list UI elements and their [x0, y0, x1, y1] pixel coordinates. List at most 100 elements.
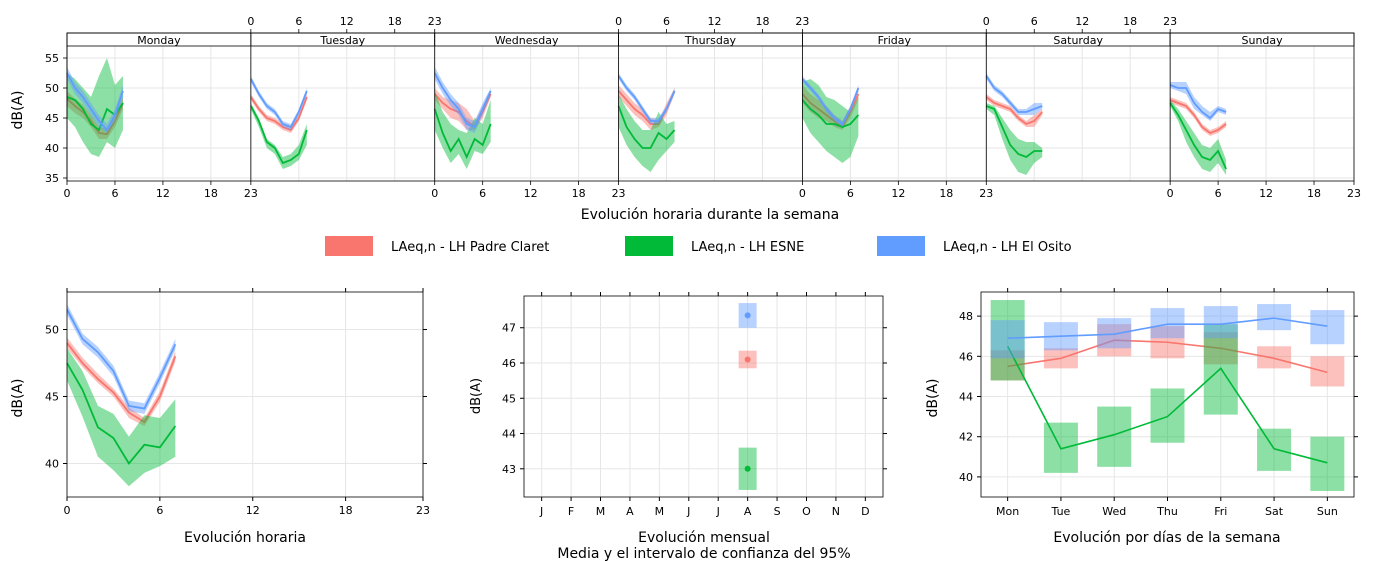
legend-swatch [625, 236, 673, 256]
month-label: J [686, 505, 690, 518]
series-line [433, 72, 492, 129]
series-line [1169, 84, 1227, 120]
x-tick-label: 6 [663, 15, 670, 28]
x-tick-label: 23 [979, 187, 993, 200]
ci-band [618, 94, 675, 172]
ci-band [1170, 82, 1227, 121]
month-label: J [716, 505, 720, 518]
series-line [1007, 317, 1328, 340]
x-tick-label: 0 [1167, 187, 1174, 200]
legend: LAeq,n - LH Padre Claret LAeq,n - LH ESNE… [325, 236, 1072, 256]
ci-band [986, 94, 1043, 127]
x-tick-label: 12 [524, 187, 538, 200]
day-label: Tue [1051, 505, 1071, 518]
mean-point [744, 356, 751, 363]
y-tick-label: 35 [45, 172, 59, 185]
ci-band [67, 58, 123, 157]
ci-band [1170, 100, 1227, 175]
hourly-panel: 0 6 12 18 23 40 45 50 [45, 288, 430, 517]
y-tick-label: 42 [959, 431, 973, 444]
top-y-axis-label: dB(A) [10, 91, 26, 130]
day-label: Thu [1156, 505, 1178, 518]
x-tick-label: 12 [1259, 187, 1273, 200]
x-tick-label: 23 [244, 187, 258, 200]
x-tick-label: 12 [156, 187, 170, 200]
ci-box [1150, 308, 1185, 339]
month-label: N [832, 505, 840, 518]
series-line [801, 99, 860, 128]
ci-band [67, 304, 176, 414]
series-line [985, 96, 1043, 126]
y-tick-label: 40 [45, 458, 59, 471]
strip-label-thursday: Thursday [684, 34, 737, 47]
legend-label: LAeq,n - LH Padre Claret [391, 240, 549, 255]
x-tick-label: 0 [799, 187, 806, 200]
legend-swatch [325, 236, 373, 256]
x-tick-label: 12 [1075, 15, 1089, 28]
x-tick-label: 18 [1307, 187, 1321, 200]
series-line [801, 78, 860, 126]
ci-band [1170, 97, 1227, 136]
series-line [1169, 102, 1227, 170]
series-line [250, 78, 308, 129]
series-line [801, 93, 860, 129]
strip-label-wednesday: Wednesday [495, 34, 559, 47]
month-label: O [802, 505, 811, 518]
day-panel-sunday: Sunday 0 6 12 18 23 [1167, 32, 1361, 200]
y-tick-label: 40 [45, 142, 59, 155]
monthly-subtitle: Media y el intervalo de confianza del 95… [557, 546, 850, 561]
x-tick-label: 0 [64, 504, 71, 517]
month-label: M [655, 505, 665, 518]
x-tick-label: 18 [572, 187, 586, 200]
month-label: A [626, 505, 634, 518]
legend-label: LAeq,n - LH El Osito [943, 240, 1072, 255]
x-tick-label: 23 [1347, 187, 1361, 200]
day-label: Wed [1102, 505, 1126, 518]
legend-swatch [877, 236, 925, 256]
series-line [617, 105, 676, 149]
ci-box [1310, 356, 1345, 387]
x-tick-label: 18 [755, 15, 769, 28]
x-tick-label: 23 [612, 187, 626, 200]
x-tick-label: 18 [339, 504, 353, 517]
x-tick-label: 6 [1215, 187, 1222, 200]
frame [66, 291, 424, 498]
ci-box [1310, 436, 1345, 491]
x-tick-label: 18 [204, 187, 218, 200]
legend-item: LAeq,n - LH ESNE [625, 236, 804, 256]
x-tick-label: 12 [707, 15, 721, 28]
hourly-y-axis-label: dB(A) [10, 379, 26, 418]
legend-item: LAeq,n - LH El Osito [877, 236, 1072, 256]
series-line [1006, 345, 1328, 464]
strip-label-monday: Monday [137, 34, 181, 47]
legend-item: LAeq,n - LH Padre Claret [325, 236, 549, 256]
x-tick-label: 6 [479, 187, 486, 200]
y-tick-label: 40 [959, 471, 973, 484]
day-label: Sun [1317, 505, 1338, 518]
mean-point [744, 312, 751, 319]
ci-box [1257, 304, 1292, 331]
series-line [250, 96, 308, 132]
day-label: Fri [1214, 505, 1227, 518]
ci-band [434, 67, 491, 133]
monthly-x-axis-label: Evolución mensual [638, 530, 770, 546]
y-tick-label: 48 [959, 310, 973, 323]
ci-box [1310, 310, 1345, 345]
x-tick-label: 23 [1163, 15, 1177, 28]
x-tick-label: 6 [295, 15, 302, 28]
series-line [433, 108, 492, 160]
series-line [66, 96, 124, 132]
x-tick-label: 12 [340, 15, 354, 28]
day-panel-tuesday: Tuesday 0 6 12 18 23 [247, 15, 442, 181]
day-panel-wednesday: Wednesday 0 6 12 18 23 [431, 32, 626, 200]
day-panel-thursday: Thursday 0 6 12 18 23 [615, 15, 809, 181]
y-tick-label: 45 [45, 112, 59, 125]
ci-band [67, 348, 176, 487]
series-line [66, 342, 177, 424]
y-tick-label: 46 [959, 350, 973, 363]
y-tick-label: 43 [502, 463, 516, 476]
x-tick-label: 12 [246, 504, 260, 517]
top-weekly-panel: Monday 0 6 12 18 23 Tuesday 0 6 12 18 23 Wednesday 0 6… [45, 15, 1361, 200]
x-tick-label: 6 [847, 187, 854, 200]
